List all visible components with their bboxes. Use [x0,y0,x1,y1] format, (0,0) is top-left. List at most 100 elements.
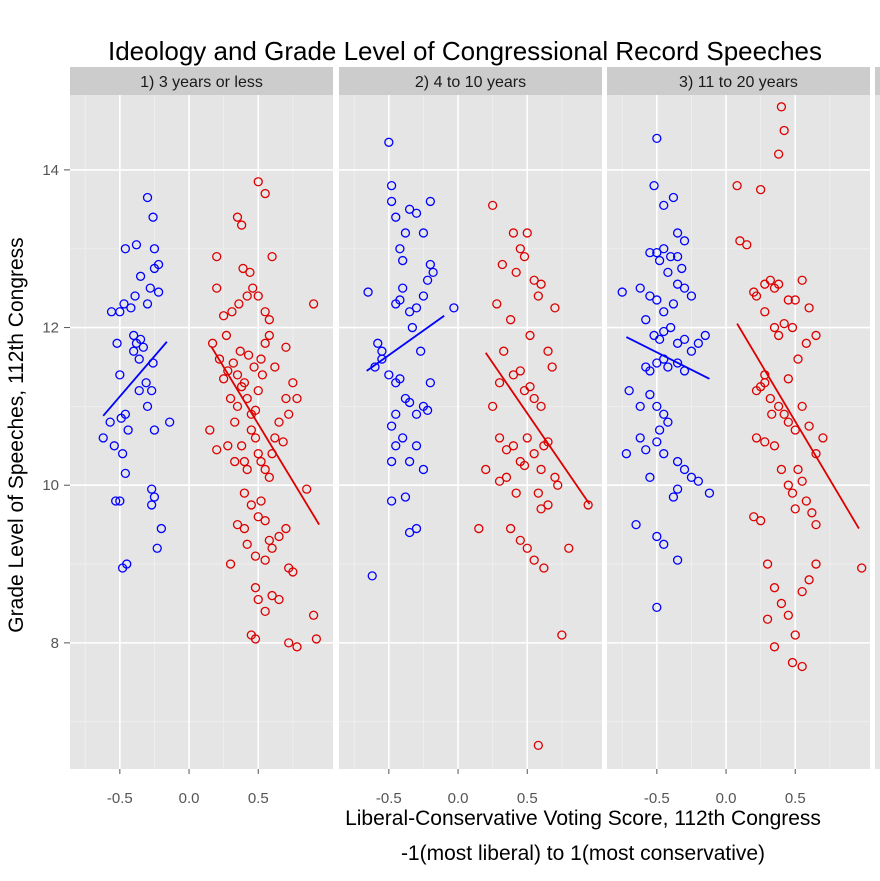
x-tick-label: 0.0 [179,790,200,807]
democrat-point [135,334,146,345]
facet-strip-label: 3) 11 to 20 years [679,74,798,91]
democrat-point [654,334,665,345]
democrat-point [679,334,690,345]
republican-point [270,433,280,443]
republican-point [250,634,261,644]
panel-background [607,95,870,769]
democrat-point [666,251,676,262]
republican-point [760,307,770,317]
democrat-point [153,259,164,270]
democrat-fit-line [366,314,445,372]
democrat-point [645,291,655,301]
x-tick-label: 0.5 [248,790,269,807]
democrat-point [129,346,139,356]
democrat-series [363,137,459,581]
republican-point [773,279,784,289]
republican-point [223,441,233,451]
x-tick-label: -0.5 [644,790,670,807]
republican-point [769,441,780,451]
democrat-point [386,196,397,207]
republican-point [232,212,243,222]
republican-point [288,567,298,577]
democrat-point [659,409,669,419]
democrat-point [652,133,662,144]
republican-point [267,590,277,601]
republican-point [525,382,535,392]
democrat-point [693,476,704,486]
republican-point [250,433,261,443]
republican-point [547,362,557,372]
democrat-point [149,425,160,435]
democrat-point [141,378,151,388]
democrat-point [672,555,683,565]
republican-point [260,464,270,475]
republican-point [501,472,512,482]
democrat-point [411,523,422,534]
democrat-point [384,137,394,147]
x-axis: -0.5 0.0 0.5 [644,769,806,807]
republican-point [308,299,319,309]
democrat-point [686,472,697,482]
republican-point [481,464,491,475]
democrat-point [659,200,669,211]
republican-point [250,583,261,593]
republican-point [256,354,266,364]
republican-point [281,523,291,534]
republican-point [811,330,821,341]
democrat-point [149,492,160,502]
democrat-point [631,519,641,530]
democrat-point [115,370,125,380]
democrat-point [422,275,433,285]
democrat-point [395,244,405,254]
democrat-point [407,322,418,333]
republican-point [253,449,263,459]
democrat-point [624,385,634,396]
democrat-point [672,228,683,238]
democrat-point [411,303,422,313]
democrat-point [659,326,669,337]
democrat-point [105,417,115,427]
x-tick-label: 0.5 [517,790,538,807]
democrat-point [126,303,136,313]
republican-point [487,200,498,211]
x-axis: -0.5 0.0 0.5 [107,769,269,807]
democrat-point [147,385,157,396]
democrat-point [106,307,117,317]
republican-point [787,657,798,668]
republican-point [553,480,563,490]
democrat-point [131,240,142,250]
republican-point [525,330,535,341]
democrat-point [384,370,394,380]
republican-point [751,385,762,396]
republican-point [239,456,250,467]
republican-point [260,516,270,526]
democrat-point [668,192,679,203]
democrat-point [111,496,121,506]
republican-point [793,464,803,475]
democrat-point [649,181,659,191]
y-axis: 8 10 12 14 [42,162,70,652]
republican-point [242,291,252,301]
republican-point [487,401,498,412]
republican-point [274,531,284,542]
y-tick-label: 8 [51,635,59,652]
democrat-point [156,523,167,534]
republican-point [536,464,546,475]
panel-background [70,95,333,769]
republican-point [783,610,793,620]
republican-point [253,177,263,187]
republican-point [253,512,263,522]
republican-point [492,299,502,309]
republican-point [311,634,322,644]
republican-point [783,295,793,305]
republican-point [543,500,553,510]
democrat-point [398,433,408,443]
democrat-point [377,346,387,356]
panel-background [339,95,602,769]
democrat-point [395,295,405,305]
republican-point [762,559,773,569]
democrat-point [120,244,131,254]
republican-point [779,318,789,329]
democrat-point [165,417,175,427]
